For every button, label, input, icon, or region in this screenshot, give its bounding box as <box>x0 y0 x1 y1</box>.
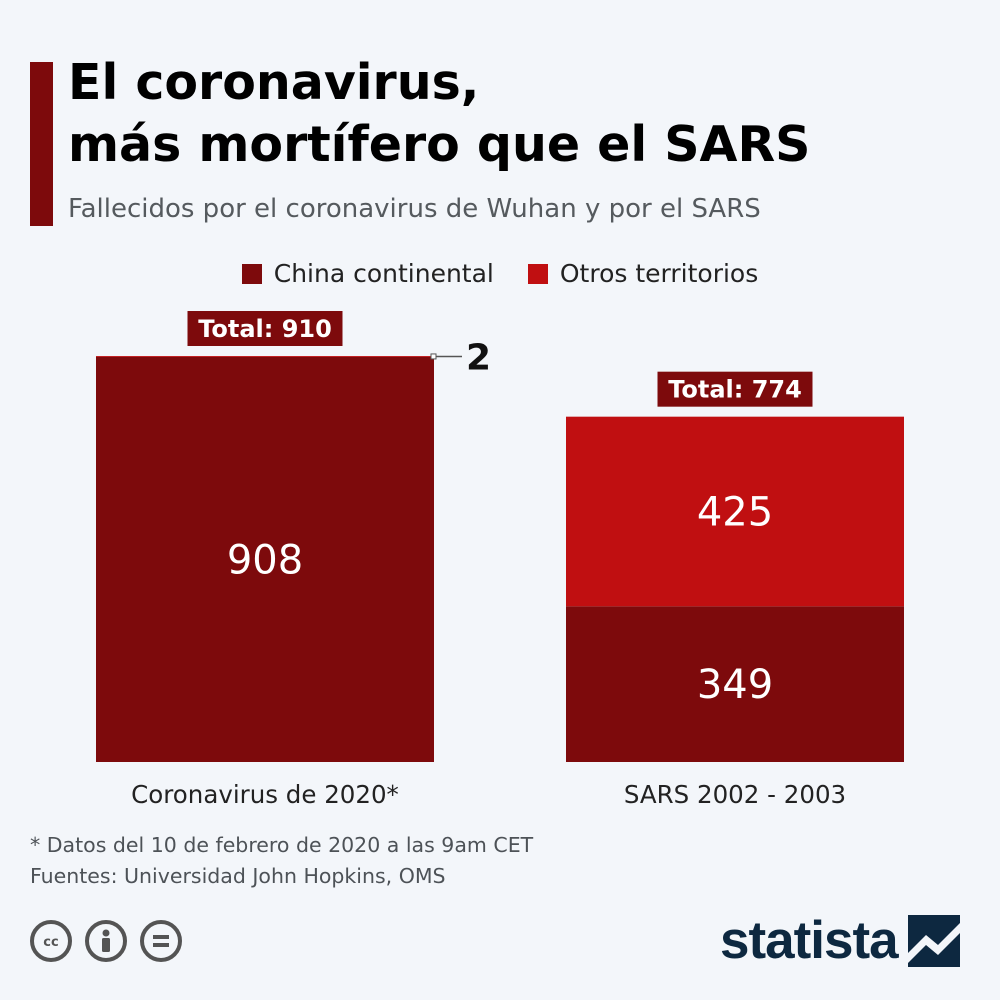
footnote-note: * Datos del 10 de febrero de 2020 a las … <box>30 833 534 857</box>
equals-icon[interactable] <box>140 920 182 962</box>
statista-logo[interactable]: statista <box>720 910 960 971</box>
title-line-2: más mortífero que el SARS <box>68 116 811 173</box>
legend-item-china: China continental <box>241 259 494 288</box>
legend-swatch-otros <box>527 263 548 284</box>
statista-logo-text: statista <box>720 911 899 970</box>
person-icon[interactable] <box>85 920 127 962</box>
page-title: El coronavirus, más mortífero que el SAR… <box>68 52 810 176</box>
total-label-box <box>187 311 343 346</box>
chart-legend: China continental Otros territorios <box>0 259 1000 288</box>
bar-segment-otros-0 <box>96 356 434 357</box>
total-label-box <box>657 371 813 407</box>
bar-segment-china-0 <box>96 356 434 762</box>
total-label: Total: 910 <box>198 315 332 343</box>
total-label: Total: 774 <box>668 376 802 404</box>
chart-subtitle: Fallecidos por el coronavirus de Wuhan y… <box>68 194 761 224</box>
legend-label-otros: Otros territorios <box>559 259 759 288</box>
statista-logo-icon <box>907 914 960 967</box>
category-label: SARS 2002 - 2003 <box>624 780 846 809</box>
data-label-small-segment: 2 <box>466 337 491 378</box>
category-label: Coronavirus de 2020* <box>131 780 399 809</box>
title-line-1: El coronavirus, <box>68 54 480 111</box>
license-icons: cc <box>30 920 182 962</box>
bar-segment-china-1 <box>566 606 904 762</box>
data-label: 908 <box>227 537 303 583</box>
svg-text:cc: cc <box>43 935 58 950</box>
bar-segment-otros-1 <box>566 416 904 607</box>
legend-swatch-china <box>241 263 262 284</box>
footnote: * Datos del 10 de febrero de 2020 a las … <box>30 830 533 892</box>
legend-item-otros: Otros territorios <box>527 259 759 288</box>
footnote-sources: Fuentes: Universidad John Hopkins, OMS <box>30 864 446 888</box>
bar-chart: 908 2 Total: 910 Coronavirus de 2020* 349 425… <box>96 311 904 809</box>
title-accent-bar <box>30 62 53 226</box>
data-label: 349 <box>697 662 773 708</box>
data-label: 425 <box>697 489 773 535</box>
legend-label-china: China continental <box>273 259 494 288</box>
cc-icon[interactable]: cc <box>30 920 72 962</box>
leader-marker <box>430 353 437 360</box>
